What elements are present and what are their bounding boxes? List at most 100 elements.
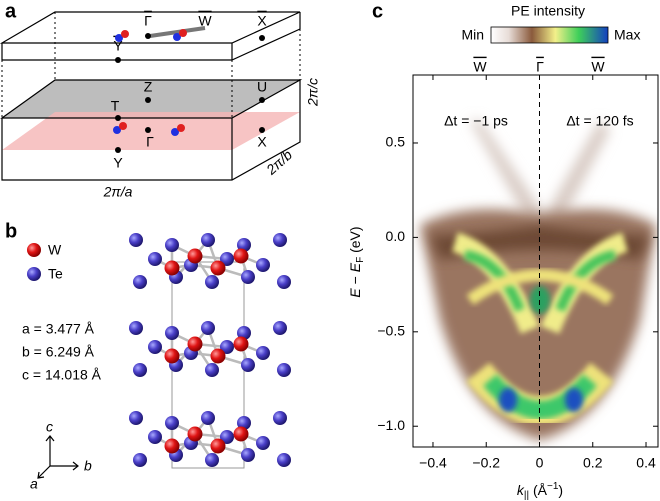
dimension-label: 2π/a (103, 184, 133, 200)
te-atom (273, 321, 287, 335)
te-atom (241, 358, 255, 372)
x-tick-label: −0.2 (472, 455, 500, 471)
band (499, 388, 517, 412)
te-atom (237, 238, 251, 252)
te-atom (205, 363, 219, 377)
te-atom (148, 340, 162, 354)
te-atom (148, 252, 162, 266)
te-atom (220, 430, 234, 444)
label-part: − (347, 272, 363, 288)
w-atom (164, 438, 180, 454)
symmetry-point (145, 97, 151, 103)
point-label: Γ (146, 134, 154, 150)
te-atom (129, 233, 143, 247)
pocket-marker (177, 124, 185, 132)
te-atom (129, 321, 143, 335)
w-atom (164, 260, 180, 276)
zone-face (2, 80, 300, 118)
te-atom (273, 411, 287, 425)
symmetry-point (145, 33, 151, 39)
te-atom (205, 453, 219, 467)
legend-swatch (27, 267, 41, 281)
pocket-marker (173, 33, 181, 41)
band (565, 388, 583, 412)
te-atom (241, 270, 255, 284)
pocket-marker (179, 29, 187, 37)
symmetry-point (259, 127, 265, 133)
point-label: T (111, 98, 120, 114)
te-atom (201, 411, 215, 425)
panel-c: c PE intensity Min Max W Γ W Δt = −1 ps … (347, 0, 659, 501)
plot-frame (412, 74, 659, 448)
pocket-marker (119, 122, 127, 130)
colorbar-min: Min (461, 27, 484, 43)
photoemission-map (413, 75, 658, 447)
symmetry-point (259, 97, 265, 103)
label-part: ) (558, 482, 563, 498)
axis-name: c (46, 419, 53, 435)
axis-name: a (30, 476, 38, 492)
panel-b: b W Te a = 3.477 Å b = 6.249 Å c = 14.01… (5, 220, 291, 492)
gamma-plane (2, 112, 300, 150)
panel-a: a Γ W X Y Z U T Γ X Y 2π/a 2π/b 2π/c (0, 0, 321, 200)
lattice-parameter: c = 14.018 Å (22, 367, 102, 383)
lattice-parameter: a = 3.477 Å (22, 321, 95, 337)
point-label: Y (113, 38, 123, 54)
label-part: F (355, 257, 366, 263)
y-tick-label: −0.5 (377, 323, 405, 339)
point-label: Y (113, 155, 123, 171)
label-part: E (347, 262, 363, 272)
te-atom (277, 453, 291, 467)
x-tick-label: −0.4 (419, 455, 447, 471)
te-atom (201, 233, 215, 247)
band (466, 269, 614, 305)
te-atom (273, 233, 287, 247)
pocket-marker (115, 34, 123, 42)
axis-name: b (84, 458, 92, 474)
w-atom (233, 336, 249, 352)
te-atom (205, 275, 219, 289)
te-atom (241, 448, 255, 462)
te-atom (201, 321, 215, 335)
symmetry-point (115, 57, 121, 63)
point-label: X (257, 13, 267, 29)
point-label: U (257, 79, 267, 95)
x-tick-label: 0.4 (636, 455, 656, 471)
axes-glyph (37, 435, 79, 479)
te-atom (256, 346, 270, 360)
w-atom (164, 348, 180, 364)
point-label: X (257, 134, 267, 150)
point-label: W (198, 13, 212, 29)
lattice-parameter: b = 6.249 Å (22, 344, 95, 360)
x-axis-label: k|| (Å−1) (517, 481, 563, 501)
panel-label: a (5, 0, 17, 22)
legend-swatch (27, 243, 41, 257)
y-tick-label: −1.0 (377, 417, 405, 433)
dimension-label: 2π/b (262, 146, 295, 178)
w-atom (210, 438, 226, 454)
legend-label: W (48, 242, 62, 258)
w-atom (210, 348, 226, 364)
w-atom (187, 248, 203, 264)
te-atom (256, 436, 270, 450)
label-part: || (524, 490, 529, 501)
te-atom (220, 340, 234, 354)
te-atom (129, 411, 143, 425)
te-atom (277, 363, 291, 377)
symmetry-point (145, 127, 151, 133)
te-atom (237, 326, 251, 340)
label-part: −1 (547, 481, 559, 492)
symmetry-point (115, 115, 121, 121)
symmetry-label: Γ (536, 59, 544, 75)
point-label: Γ (144, 13, 152, 29)
w-atom (210, 260, 226, 276)
cut-line (149, 26, 206, 38)
colorbar-max: Max (614, 27, 640, 43)
label-part: k (517, 482, 525, 498)
pocket-marker (121, 30, 129, 38)
symmetry-point (115, 147, 121, 153)
symmetry-label: W (591, 59, 605, 75)
annotation: Δt = −1 ps (444, 113, 508, 129)
label-part: (Å (529, 482, 548, 498)
te-atom (165, 326, 179, 340)
